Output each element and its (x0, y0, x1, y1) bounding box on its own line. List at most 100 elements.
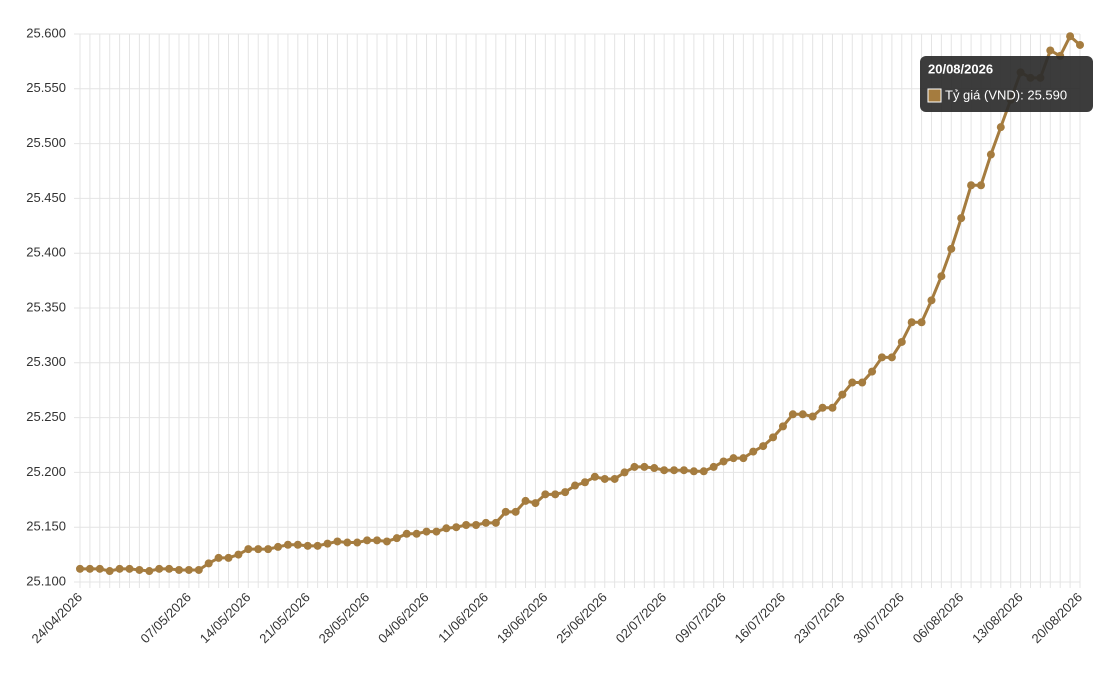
point (739, 454, 748, 463)
point (670, 466, 679, 475)
point (481, 518, 490, 527)
point (699, 467, 708, 476)
point (996, 123, 1005, 132)
point (719, 457, 728, 466)
point (501, 507, 510, 516)
point (323, 539, 332, 548)
point (957, 214, 966, 223)
x-tick-label: 28/05/2026 (316, 590, 373, 647)
point (1066, 32, 1075, 41)
x-tick-label: 18/06/2026 (494, 590, 551, 647)
point (580, 478, 589, 487)
point (828, 403, 837, 412)
point (234, 550, 243, 559)
point (392, 534, 401, 543)
point (551, 490, 560, 499)
tooltip-title: 20/08/2026 (928, 61, 993, 76)
tooltip-box (920, 56, 1093, 112)
y-tick-label: 25.350 (26, 299, 66, 314)
point (749, 447, 758, 456)
tooltip-swatch (927, 88, 942, 103)
y-tick-label: 25.600 (26, 25, 66, 40)
point (917, 318, 926, 327)
x-tick-label: 21/05/2026 (256, 590, 313, 647)
x-tick-label: 30/07/2026 (850, 590, 907, 647)
point (679, 466, 688, 475)
point (264, 545, 273, 554)
point (541, 490, 550, 499)
point (313, 541, 322, 550)
y-tick-label: 25.300 (26, 354, 66, 369)
point (660, 466, 669, 475)
point (531, 499, 540, 508)
point (194, 565, 203, 574)
y-tick-label: 25.250 (26, 409, 66, 424)
point (432, 527, 441, 536)
point (303, 541, 312, 550)
point (759, 442, 768, 451)
point (184, 565, 193, 574)
x-tick-label: 11/06/2026 (435, 590, 491, 646)
point (571, 481, 580, 490)
x-tick-label: 02/07/2026 (613, 590, 670, 647)
y-tick-label: 25.100 (26, 573, 66, 588)
point (145, 567, 154, 576)
point (491, 518, 500, 527)
point (125, 564, 134, 573)
x-tick-label: 09/07/2026 (672, 590, 729, 647)
point (373, 536, 382, 545)
point (897, 337, 906, 346)
y-tick-label: 25.500 (26, 135, 66, 150)
point (214, 553, 223, 562)
point (868, 367, 877, 376)
x-tick-label: 04/06/2026 (375, 590, 432, 647)
point (838, 390, 847, 399)
point (155, 564, 164, 573)
point (353, 538, 362, 547)
x-tick-label: 24/04/2026 (28, 590, 85, 647)
point (640, 462, 649, 471)
point (798, 410, 807, 419)
point (600, 474, 609, 483)
point (412, 529, 421, 538)
point (976, 181, 985, 190)
point (76, 564, 84, 573)
point (650, 464, 659, 473)
point (561, 488, 570, 497)
x-tick-label: 13/08/2026 (969, 590, 1026, 647)
point (105, 567, 114, 576)
point (402, 529, 411, 538)
point (85, 564, 94, 573)
point (630, 462, 639, 471)
point (947, 244, 956, 253)
point (769, 433, 778, 442)
point (274, 542, 283, 551)
point (165, 564, 174, 573)
point (521, 496, 530, 505)
point (382, 537, 391, 546)
tooltip-label: Tỷ giá (VND): 25.590 (945, 87, 1067, 102)
y-tick-label: 25.450 (26, 190, 66, 205)
y-tick-label: 25.400 (26, 245, 66, 260)
point (283, 540, 292, 549)
point (293, 540, 302, 549)
point (442, 524, 451, 533)
point (422, 527, 431, 536)
point (858, 378, 867, 387)
point (204, 559, 213, 568)
point (808, 412, 817, 421)
y-tick-label: 25.150 (26, 519, 66, 534)
x-tick-label: 23/07/2026 (791, 590, 848, 647)
point (254, 545, 263, 554)
x-tick-label: 14/05/2026 (197, 590, 254, 647)
x-tick-label: 07/05/2026 (137, 590, 194, 647)
point (333, 537, 342, 546)
point (689, 467, 698, 476)
x-tick-label: 06/08/2026 (910, 590, 967, 647)
point (363, 536, 372, 545)
tooltip: 20/08/2026 Tỷ giá (VND): 25.590 (920, 56, 1093, 112)
point (462, 521, 471, 530)
point (590, 472, 599, 481)
point (224, 553, 233, 562)
